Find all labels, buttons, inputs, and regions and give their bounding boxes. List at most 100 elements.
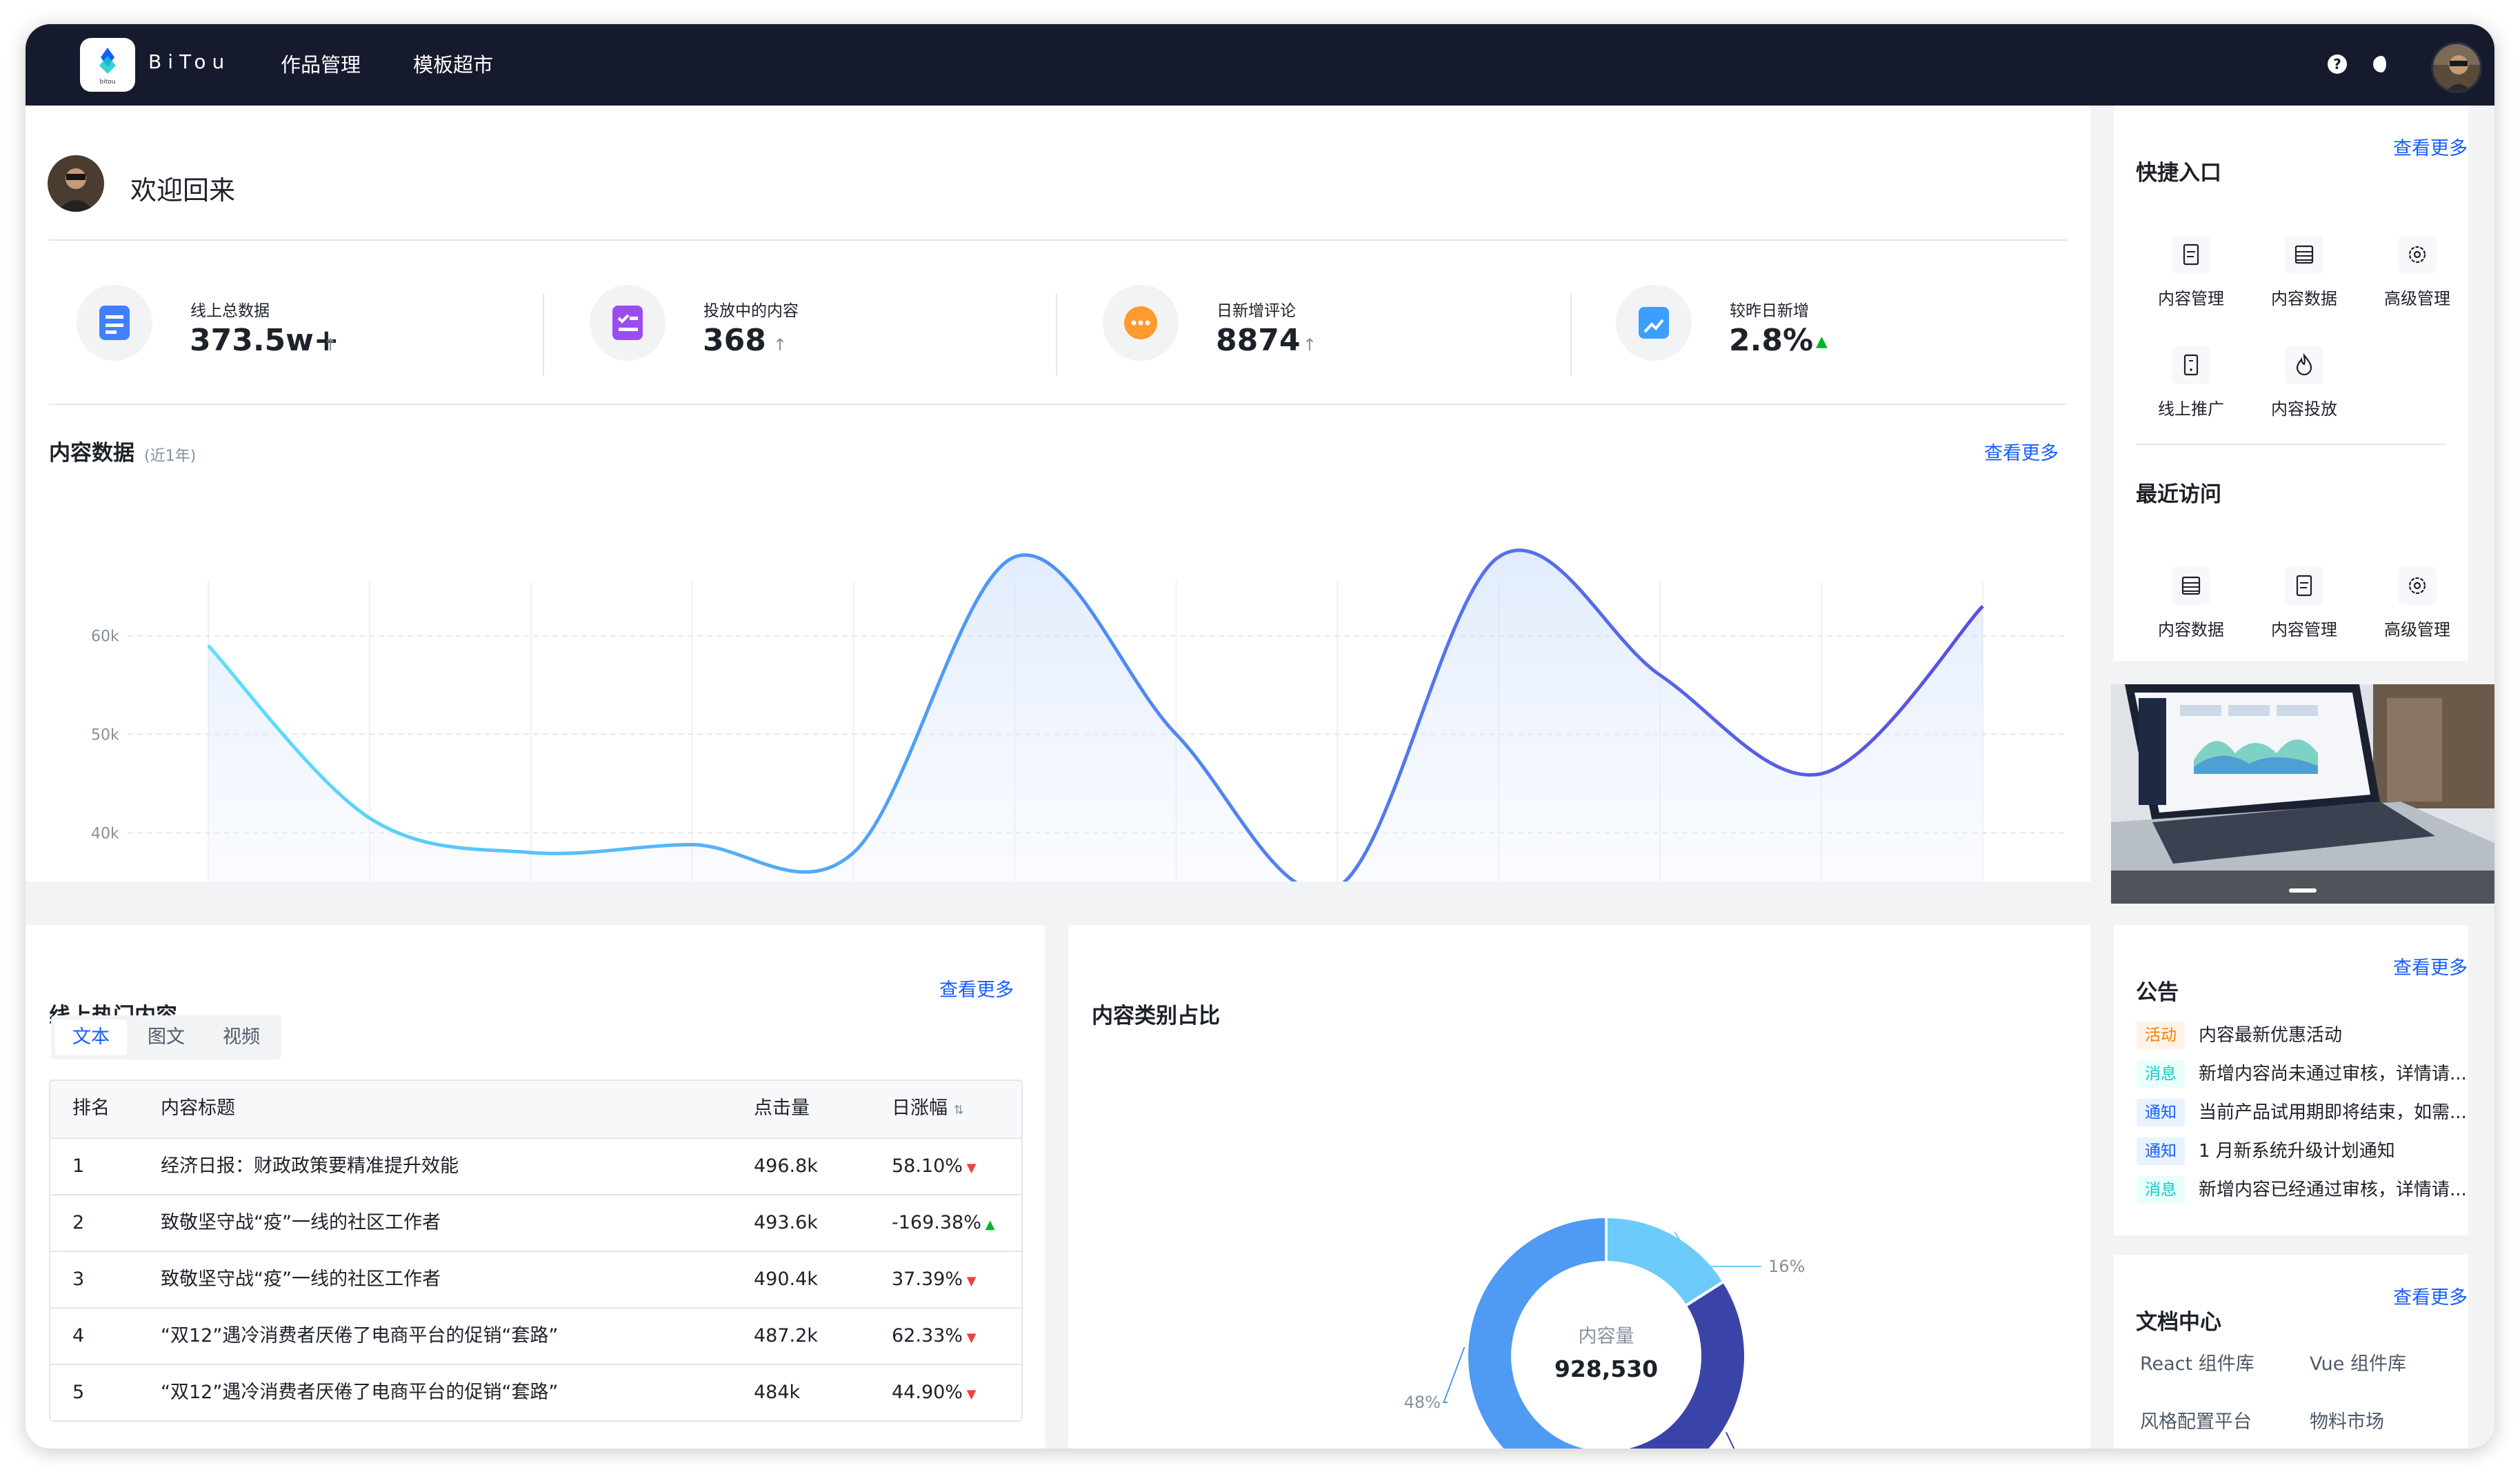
quick-entry-item[interactable]: 内容数据	[2137, 566, 2241, 649]
rank-cell: 1	[72, 1155, 85, 1177]
app-name: BiTou	[148, 50, 231, 73]
view-more-link[interactable]: 查看更多	[2393, 138, 2468, 159]
stat-label: 较昨日新增	[1730, 302, 1809, 320]
data-point	[853, 852, 854, 853]
hot-content-table: 排名 内容标题 点击量 日涨幅 ⇅ 1 经济日报：财政政策要精准提升效能 496.8…	[49, 1080, 1023, 1422]
trend-up-arrow-icon: ↑	[773, 335, 788, 355]
content-type-tabs: 文本 图文 视频	[51, 1015, 281, 1060]
help-icon[interactable]: ?	[2328, 54, 2347, 74]
change-value: 37.39%	[892, 1269, 963, 1290]
trend-down-icon: ▼	[962, 1161, 977, 1175]
table-row[interactable]: 3 致敬坚守战“疫”一线的社区工作者 490.4k 37.39% ▼	[50, 1251, 1021, 1307]
announcement-text: 1 月新系统升级计划通知	[2199, 1141, 2395, 1162]
data-point	[1498, 556, 1499, 557]
rank-cell: 4	[72, 1325, 85, 1346]
title-cell[interactable]: 致敬坚守战“疫”一线的社区工作者	[161, 1212, 441, 1233]
table-row[interactable]: 5 “双12”遇冷消费者厌倦了电商平台的促销“套路” 484k 44.90% ▼	[50, 1364, 1021, 1420]
view-more-link[interactable]: 查看更多	[2393, 957, 2468, 979]
table-body: 1 经济日报：财政政策要精准提升效能 496.8k 58.10% ▼ 2 致敬坚守战“疫”…	[50, 1137, 1021, 1420]
view-more-link[interactable]: 查看更多	[2393, 1287, 2468, 1309]
quick-entry-item[interactable]: 内容管理	[2250, 566, 2354, 649]
announcement-item[interactable]: 消息 新增内容已经通过审核，详情请...	[2137, 1171, 2494, 1209]
clicks-cell: 487.2k	[754, 1325, 818, 1346]
quick-entry-label: 高级管理	[2384, 620, 2450, 639]
welcome-avatar	[48, 155, 104, 212]
donut-center-value: 928,530	[1554, 1355, 1658, 1382]
tab-text[interactable]: 文本	[55, 1020, 127, 1055]
sort-icon[interactable]: ⇅	[953, 1103, 964, 1117]
column-header-change[interactable]: 日涨幅 ⇅	[892, 1081, 964, 1138]
series-line	[207, 548, 1984, 882]
column-header-title: 内容标题	[161, 1097, 235, 1119]
data-point	[1821, 773, 1822, 775]
announcement-item[interactable]: 通知 1 月新系统升级计划通知	[2137, 1132, 2494, 1171]
tab-image-text[interactable]: 图文	[148, 1026, 185, 1048]
quick-entry-item[interactable]: 内容数据	[2250, 235, 2354, 318]
promo-banner-image[interactable]	[2111, 684, 2494, 904]
file-list-icon	[77, 285, 152, 361]
welcome-text: 欢迎回来	[130, 175, 236, 206]
tab-video[interactable]: 视频	[223, 1026, 260, 1048]
user-avatar[interactable]	[2431, 42, 2482, 93]
quick-entry-item[interactable]: 高级管理	[2363, 235, 2467, 318]
title-cell[interactable]: “双12”遇冷消费者厌倦了电商平台的促销“套路”	[161, 1325, 559, 1346]
quick-entry-item[interactable]: 内容投放	[2250, 346, 2354, 428]
change-cell: -169.38% ▲	[892, 1195, 994, 1253]
table-row[interactable]: 4 “双12”遇冷消费者厌倦了电商平台的促销“套路” 487.2k 62.33% ▼	[50, 1307, 1021, 1364]
doc-center-panel: 查看更多 文档中心 React 组件库 Vue 组件库 风格配置平台 物料市场	[2114, 1255, 2468, 1449]
fire-icon	[2285, 346, 2323, 384]
doc-link-vue[interactable]: Vue 组件库	[2310, 1353, 2406, 1375]
donut-center-label: 内容量	[1579, 1326, 1634, 1347]
stat-card-delivering: 投放中的内容 368 ↑	[562, 271, 1072, 381]
stat-label: 线上总数据	[190, 302, 270, 320]
quick-entry-label: 内容数据	[2271, 289, 2337, 308]
nav-item-templates[interactable]: 模板超市	[413, 53, 494, 77]
table-icon	[2285, 235, 2323, 274]
theme-toggle-icon[interactable]	[2372, 54, 2391, 74]
trend-down-icon: ▼	[962, 1331, 977, 1345]
change-value: 58.10%	[892, 1155, 963, 1177]
top-navbar: bitou BiTou 作品管理 模板超市 ?	[26, 24, 2494, 106]
app-logo[interactable]: bitou	[80, 38, 135, 92]
slice-leader-line	[1442, 1346, 1466, 1403]
chat-bubble-icon	[1103, 285, 1179, 361]
announcement-item[interactable]: 通知 当前产品试用期即将结束，如需...	[2137, 1093, 2494, 1132]
content-line-chart: 40k50k60k2024-12024-22024-32024-42024-52…	[91, 548, 2064, 882]
quick-entry-item[interactable]: 线上推广	[2137, 346, 2241, 428]
quick-entry-label: 线上推广	[2158, 399, 2224, 419]
pie-slice	[1593, 1280, 1747, 1449]
document-icon	[2285, 566, 2323, 605]
quick-entry-item[interactable]: 内容管理	[2137, 235, 2241, 318]
title-cell[interactable]: “双12”遇冷消费者厌倦了电商平台的促销“套路”	[161, 1382, 559, 1403]
trend-up-icon: ▲	[981, 1217, 995, 1232]
title-cell[interactable]: 经济日报：财政政策要精准提升效能	[161, 1155, 459, 1177]
quick-entry-label: 高级管理	[2384, 289, 2450, 308]
change-cell: 62.33% ▼	[892, 1309, 977, 1366]
divider	[1056, 293, 1057, 376]
doc-link-style-config[interactable]: 风格配置平台	[2140, 1411, 2252, 1433]
doc-link-react[interactable]: React 组件库	[2140, 1353, 2254, 1375]
clicks-cell: 490.4k	[754, 1269, 818, 1290]
stat-value: 8874	[1216, 323, 1301, 358]
table-row[interactable]: 2 致敬坚守战“疫”一线的社区工作者 493.6k -169.38% ▲	[50, 1194, 1021, 1251]
stat-card-comments: 日新增评论 8874 ↑	[1075, 271, 1586, 381]
divider	[49, 239, 2067, 241]
data-point	[1659, 675, 1661, 676]
announcement-tag: 消息	[2137, 1176, 2185, 1204]
quick-entry-item[interactable]: 高级管理	[2363, 566, 2467, 649]
view-more-link[interactable]: 查看更多	[939, 979, 1014, 1001]
quick-entry-label: 内容投放	[2271, 399, 2337, 419]
announcement-item[interactable]: 消息 新增内容尚未通过审核，详情请...	[2137, 1055, 2494, 1093]
nav-item-works[interactable]: 作品管理	[281, 53, 361, 77]
quick-entry-panel: 查看更多 快捷入口 内容管理 内容数据 高级管理 线上推广 内容投放 最近访问 内容数据…	[2114, 106, 2468, 661]
title-cell[interactable]: 致敬坚守战“疫”一线的社区工作者	[161, 1269, 441, 1290]
table-row[interactable]: 1 经济日报：财政政策要精准提升效能 496.8k 58.10% ▼	[50, 1137, 1021, 1194]
view-more-link[interactable]: 查看更多	[1984, 443, 2059, 464]
app-window: bitou BiTou 作品管理 模板超市 ?	[26, 24, 2494, 1449]
trend-up-arrow-icon: ↑	[323, 335, 338, 355]
rank-cell: 5	[72, 1382, 85, 1403]
announcement-item[interactable]: 活动 内容最新优惠活动	[2137, 1016, 2494, 1055]
announcement-panel: 查看更多 公告 活动 内容最新优惠活动 消息 新增内容尚未通过审核，详情请... 通知当…	[2114, 925, 2468, 1235]
doc-link-material-market[interactable]: 物料市场	[2310, 1411, 2384, 1433]
